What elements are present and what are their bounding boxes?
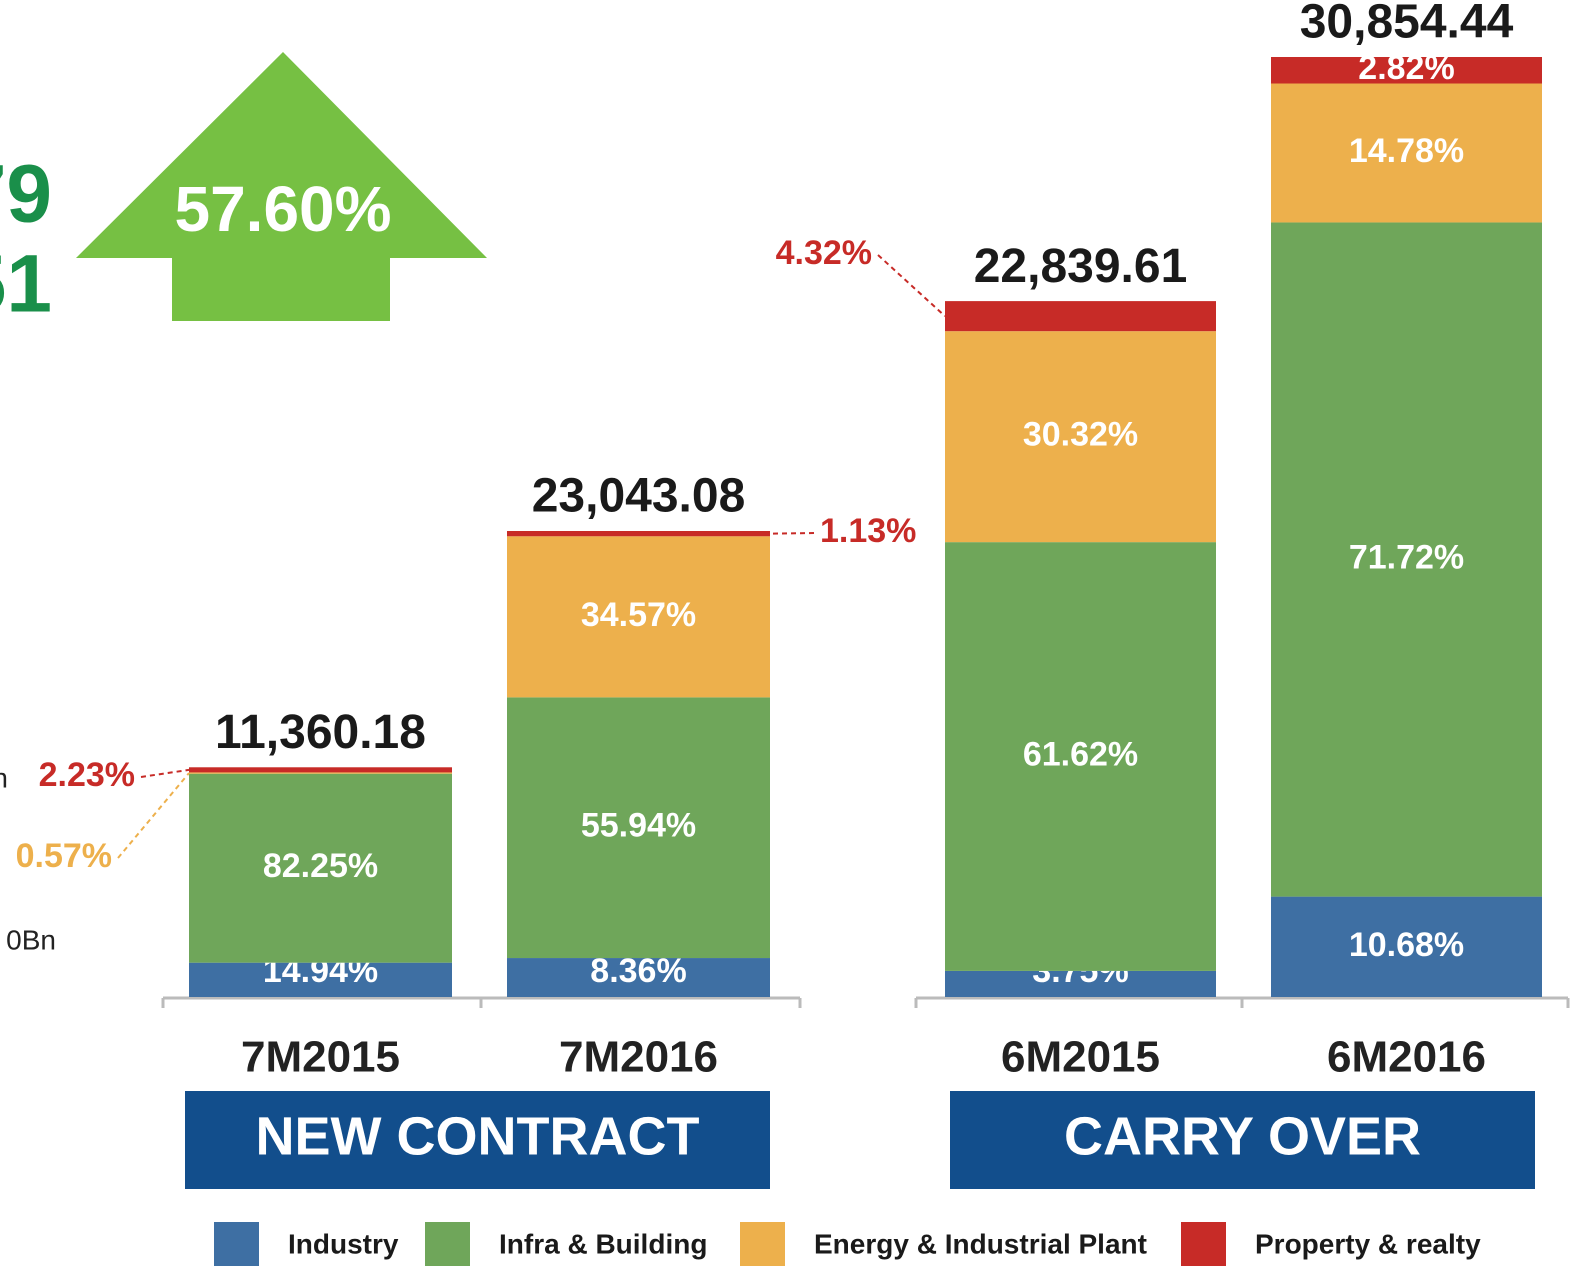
bar-segment [1271, 57, 1542, 84]
bar-segment [507, 697, 770, 959]
legend-label: Property & realty [1255, 1228, 1481, 1259]
legend-swatch [1181, 1222, 1226, 1266]
bar-segment [945, 542, 1216, 971]
value-label: 2.82% [1358, 49, 1454, 87]
legend-swatch [740, 1222, 785, 1266]
value-label: 82.25% [263, 847, 378, 885]
fragment: 51 [0, 239, 52, 330]
bar-segment [189, 773, 452, 963]
value-label: 0.57% [16, 837, 112, 875]
value-label: 14.78% [1349, 132, 1464, 170]
bar-segment [189, 767, 452, 773]
x-tick-label: 6M2016 [1327, 1033, 1486, 1082]
fragment: n [0, 762, 8, 793]
bar-segment [945, 970, 1216, 997]
value-label: 8.36% [590, 952, 686, 990]
total-label: 22,839.61 [974, 240, 1188, 293]
bar-segment [945, 331, 1216, 543]
bar-segment [945, 301, 1216, 332]
x-tick-label: 7M2015 [241, 1033, 400, 1082]
total-label: 23,043.08 [532, 470, 746, 523]
callout-line [117, 772, 190, 859]
value-label: 4.32% [776, 234, 872, 272]
bar-segment [189, 962, 452, 997]
legend-swatch [425, 1222, 470, 1266]
total-label: 30,854.44 [1300, 0, 1514, 49]
value-label: 34.57% [581, 596, 696, 634]
up-arrow [76, 52, 487, 321]
bar-segment [507, 531, 770, 537]
legend-label: Industry [288, 1228, 399, 1259]
value-label: 1.13% [820, 512, 916, 550]
growth-annotation: 57.60% [174, 173, 391, 245]
axes [161, 996, 1570, 1008]
value-label: 71.72% [1349, 539, 1464, 577]
x-tick-label: 7M2016 [559, 1033, 718, 1082]
legend-swatch [214, 1222, 259, 1266]
callout-line [877, 254, 946, 317]
value-label: 30.32% [1023, 416, 1138, 454]
legend-label: Infra & Building [499, 1228, 707, 1259]
x-tick-label: 6M2015 [1001, 1033, 1160, 1082]
value-label: 55.94% [581, 807, 696, 845]
legend-label: Energy & Industrial Plant [814, 1228, 1147, 1259]
bar-segment [1271, 896, 1542, 997]
total-label: 11,360.18 [215, 706, 426, 759]
chart-title: CARRY OVER [1064, 1106, 1421, 1166]
bar-segment [507, 536, 770, 698]
group-banner [950, 1091, 1535, 1189]
fragment: 0Bn [6, 924, 56, 955]
fragment: 79 [0, 149, 52, 240]
callout-line [140, 768, 190, 778]
bar-segment [507, 958, 770, 997]
bar-segment [1271, 222, 1542, 897]
value-label: 10.68% [1349, 926, 1464, 964]
group-banner [185, 1091, 770, 1189]
bar-segment [189, 772, 452, 774]
callout-line [769, 532, 815, 535]
bar-segment [1271, 83, 1542, 223]
value-label: 61.62% [1023, 736, 1138, 774]
chart-title: NEW CONTRACT [256, 1106, 700, 1166]
value-label: 2.23% [39, 756, 135, 794]
